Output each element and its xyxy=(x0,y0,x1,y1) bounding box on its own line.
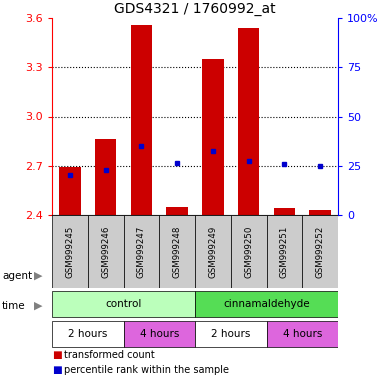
Text: 2 hours: 2 hours xyxy=(68,329,107,339)
Text: GSM999245: GSM999245 xyxy=(65,225,74,278)
Text: ▶: ▶ xyxy=(34,301,42,311)
Text: GSM999247: GSM999247 xyxy=(137,225,146,278)
Text: ▶: ▶ xyxy=(34,271,42,281)
Text: GSM999252: GSM999252 xyxy=(316,225,325,278)
Bar xyxy=(159,215,195,288)
Bar xyxy=(59,167,80,215)
Bar xyxy=(195,291,338,318)
Text: GSM999249: GSM999249 xyxy=(208,225,218,278)
Text: 4 hours: 4 hours xyxy=(139,329,179,339)
Text: GSM999248: GSM999248 xyxy=(172,225,182,278)
Bar xyxy=(202,59,224,215)
Text: 4 hours: 4 hours xyxy=(283,329,322,339)
Bar xyxy=(52,321,124,348)
Bar xyxy=(124,215,159,288)
Bar xyxy=(88,215,124,288)
Bar xyxy=(302,215,338,288)
Text: cinnamaldehyde: cinnamaldehyde xyxy=(223,299,310,309)
Text: time: time xyxy=(2,301,26,311)
Bar xyxy=(195,215,231,288)
Text: GSM999250: GSM999250 xyxy=(244,225,253,278)
Bar xyxy=(195,321,266,348)
Title: GDS4321 / 1760992_at: GDS4321 / 1760992_at xyxy=(114,2,276,16)
Bar xyxy=(274,209,295,215)
Text: control: control xyxy=(105,299,142,309)
Text: agent: agent xyxy=(2,271,32,281)
Text: 2 hours: 2 hours xyxy=(211,329,250,339)
Bar xyxy=(266,321,338,348)
Text: ■: ■ xyxy=(52,365,62,375)
Bar xyxy=(266,215,302,288)
Bar xyxy=(95,139,116,215)
Bar xyxy=(131,25,152,215)
Text: transformed count: transformed count xyxy=(64,350,155,360)
Text: GSM999246: GSM999246 xyxy=(101,225,110,278)
Bar xyxy=(231,215,266,288)
Text: percentile rank within the sample: percentile rank within the sample xyxy=(64,365,229,375)
Bar xyxy=(52,215,88,288)
Bar xyxy=(238,28,259,215)
Text: ■: ■ xyxy=(52,350,62,360)
Bar xyxy=(52,291,195,318)
Bar xyxy=(310,210,331,215)
Text: GSM999251: GSM999251 xyxy=(280,225,289,278)
Bar xyxy=(166,207,188,215)
Bar xyxy=(124,321,195,348)
